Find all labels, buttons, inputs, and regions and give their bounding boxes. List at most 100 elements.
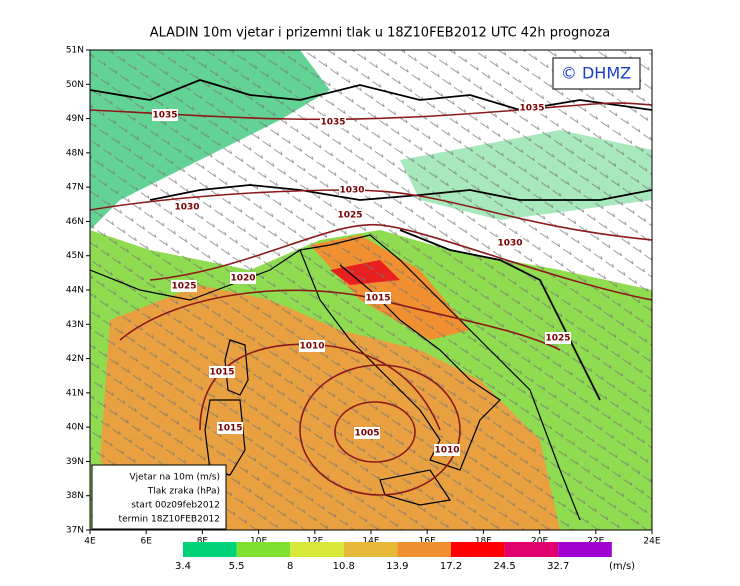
logo-box (552, 57, 641, 90)
isobar-label: 1010 (299, 342, 324, 352)
info-lines: Vjetar na 10m (m/s) Tlak zraka (hPa) start… (119, 473, 220, 525)
lat-label: 38N (66, 491, 84, 501)
isobar-label-box (545, 332, 571, 344)
lon-label: 8E (197, 537, 209, 547)
lon-label: 14E (362, 537, 379, 547)
isobar-label: 1010 (434, 446, 459, 456)
info-line: Vjetar na 10m (m/s) (130, 473, 220, 483)
isobar (299, 364, 461, 496)
isobar-label: 1030 (174, 203, 199, 213)
colorbar-swatch (504, 542, 559, 557)
lat-label: 51N (66, 46, 84, 56)
border (399, 229, 601, 401)
isobar-label: 1025 (337, 211, 362, 221)
map-title: ALADIN 10m vjetar i prizemni tlak u 18Z1… (150, 26, 610, 41)
lon-label: 10E (250, 537, 267, 547)
lon-label: 22E (587, 537, 604, 547)
lat-label: 39N (66, 457, 84, 467)
isobar-label: 1030 (497, 239, 522, 249)
isobar-label: 1015 (209, 368, 234, 378)
coastline (204, 399, 246, 476)
isobar-label: 1025 (545, 334, 570, 344)
colorbar-swatch (236, 542, 291, 557)
longitude-axis: 4E 6E 8E 10E 12E 14E 16E 18E 20E 22E 24E (84, 530, 661, 547)
lat-label: 42N (66, 354, 84, 364)
lat-label: 37N (66, 526, 84, 536)
isobar-label-box (174, 201, 200, 213)
lat-label: 43N (66, 320, 84, 330)
isobar-label-box (299, 340, 325, 352)
colorbar-unit: (m/s) (609, 561, 635, 572)
lat-label: 50N (66, 80, 84, 90)
colorbar-label: 13.9 (386, 561, 408, 572)
isobar (149, 223, 652, 301)
colorbar-label: 10.8 (333, 561, 355, 572)
isobar-label-box (354, 427, 380, 439)
isobar-label: 1035 (519, 104, 544, 114)
isobar-label-box (171, 280, 197, 292)
isobar-label: 1005 (354, 429, 379, 439)
colorbar-label: 8 (287, 561, 293, 572)
lat-label: 46N (66, 217, 84, 227)
isobar-label: 1025 (171, 282, 196, 292)
colorbar-swatch (558, 542, 612, 557)
isobar-label: 1030 (339, 186, 364, 196)
colorbar-label: 32.7 (547, 561, 569, 572)
isobar-label-box (230, 272, 256, 284)
isobar-label-box (209, 366, 235, 378)
isobar-label: 1035 (152, 111, 177, 121)
colorbar-label: 17.2 (440, 561, 462, 572)
colorbar: 3.4 5.5 8 10.8 13.9 17.2 24.5 32.7 (m/s) (175, 542, 635, 572)
colorbar-label: 3.4 (175, 561, 191, 572)
colorbar-label: 5.5 (229, 561, 245, 572)
info-line: Tlak zraka (hPa) (147, 487, 220, 497)
info-box (91, 464, 227, 530)
coastline (224, 339, 249, 396)
isobar-label-box (217, 422, 243, 434)
isobar-label-box (519, 102, 545, 114)
colorbar-swatch (397, 542, 451, 557)
isobar-label: 1035 (320, 118, 345, 128)
border (149, 184, 652, 201)
lon-label: 18E (475, 537, 492, 547)
isobar (90, 102, 652, 121)
colorbar-swatch (343, 542, 398, 557)
isobar-label-box (365, 292, 391, 304)
lon-label: 4E (84, 537, 96, 547)
isobar-label-box (434, 444, 460, 456)
colorbar-swatch (290, 542, 344, 557)
lat-label: 49N (66, 114, 84, 124)
coastline (90, 234, 581, 521)
isobar (334, 401, 416, 463)
isobar-label-box (339, 184, 365, 196)
isobar-label-box (152, 109, 178, 121)
lon-label: 6E (140, 537, 152, 547)
lat-label: 44N (66, 286, 84, 296)
lon-label: 16E (419, 537, 436, 547)
lon-label: 12E (306, 537, 323, 547)
info-line: termin 18Z10FEB2012 (119, 515, 220, 525)
isobar-label: 1020 (230, 274, 255, 284)
colorbar-swatch (183, 542, 237, 557)
lat-label: 48N (66, 148, 84, 158)
info-line: start 00z09feb2012 (131, 501, 220, 511)
lon-label: 24E (643, 537, 660, 547)
isobar-label: 1015 (217, 424, 242, 434)
logo: © DHMZ (561, 64, 631, 83)
lat-label: 41N (66, 388, 84, 398)
isobar-labels: 1035 1035 1035 1030 1030 1025 1030 1025 1020 1015… (152, 102, 571, 456)
isobar-label-box (320, 116, 346, 128)
map-area: 1035 1035 1035 1030 1030 1025 1030 1025 1020 1015… (90, 50, 652, 530)
latitude-axis: 51N 50N 49N 48N 47N 46N 45N 44N 43N 42N 41N 40N 39N 3… (66, 46, 90, 536)
coastline (379, 469, 452, 506)
colorbar-label: 24.5 (493, 561, 515, 572)
lat-label: 47N (66, 183, 84, 193)
isobar-label-box (497, 237, 523, 249)
lat-label: 45N (66, 251, 84, 261)
colorbar-swatch (451, 542, 505, 557)
lon-label: 20E (531, 537, 548, 547)
lat-label: 40N (66, 423, 84, 433)
isobar-label-box (337, 209, 363, 221)
isobar-label: 1015 (365, 294, 390, 304)
